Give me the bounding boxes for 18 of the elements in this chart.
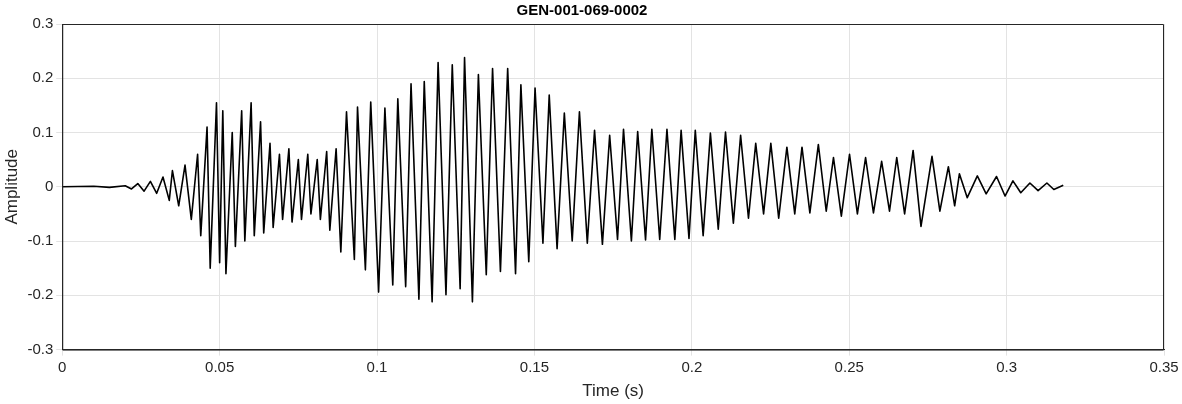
x-tick-label: 0.05 <box>205 357 235 375</box>
y-tick-label: 0.3 <box>32 14 54 32</box>
y-axis-title: Amplitude <box>1 149 21 225</box>
y-tick-label: -0.1 <box>27 231 54 249</box>
x-tick-label: 0.15 <box>519 357 550 375</box>
y-tick-label: 0.1 <box>32 122 54 140</box>
y-tick-label: -0.3 <box>27 339 54 357</box>
chart-title: GEN-001-069-0002 <box>516 1 648 19</box>
x-tick-label: 0.3 <box>996 357 1018 375</box>
y-tick-label: 0 <box>44 176 54 194</box>
x-tick-label: 0.25 <box>834 357 864 375</box>
y-tick-label: -0.2 <box>27 285 54 303</box>
x-tick-label: 0.2 <box>681 357 703 375</box>
x-tick-label: 0 <box>58 357 67 375</box>
x-axis-title: Time (s) <box>582 381 644 401</box>
y-tick-label: 0.2 <box>32 68 54 86</box>
x-tick-label: 0.35 <box>1149 357 1179 375</box>
x-tick-label: 0.1 <box>366 357 388 375</box>
